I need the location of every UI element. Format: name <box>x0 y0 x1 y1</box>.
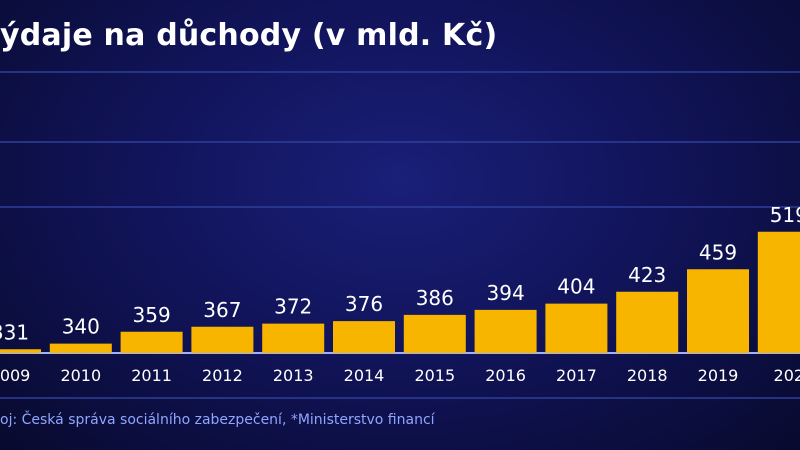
chart-title: ýdaje na důchody (v mld. Kč) <box>0 18 498 53</box>
value-label: 367 <box>203 298 241 322</box>
value-label: 372 <box>274 295 312 319</box>
bar-2017 <box>545 303 608 353</box>
x-tick-label: 2014 <box>344 366 385 385</box>
x-tick-label: 2017 <box>556 366 597 385</box>
value-label: 359 <box>133 303 171 327</box>
value-label: 394 <box>487 281 525 305</box>
bar-2015 <box>403 314 466 353</box>
bar-2018 <box>616 291 679 353</box>
value-label: 331 <box>0 320 29 344</box>
bar-2019 <box>687 269 749 353</box>
x-tick-label: 2012 <box>202 366 243 385</box>
bar-2011 <box>120 331 183 353</box>
x-tick-label: 2011 <box>131 366 172 385</box>
x-tick-label: 2016 <box>485 366 526 385</box>
bar-2014 <box>333 321 395 353</box>
value-label: 340 <box>62 315 100 339</box>
value-label: 386 <box>416 286 454 310</box>
value-label: 423 <box>628 263 666 287</box>
x-tick-label: 2018 <box>627 366 668 385</box>
x-tick-label: 2009 <box>0 366 30 385</box>
value-label: 404 <box>557 275 595 299</box>
x-tick-label: 2010 <box>60 366 101 385</box>
value-label: 519 <box>770 203 800 227</box>
bar-202 <box>757 231 800 353</box>
value-label: 376 <box>345 292 383 316</box>
value-label: 459 <box>699 240 737 264</box>
bar-2010 <box>49 343 112 353</box>
x-tick-label: 2019 <box>698 366 739 385</box>
x-tick-label: 2013 <box>273 366 314 385</box>
bar-2009 <box>0 349 41 353</box>
bar-2013 <box>262 323 325 353</box>
x-tick-label: 2015 <box>414 366 455 385</box>
bar-2012 <box>191 326 254 353</box>
x-tick-label: 202 <box>774 366 800 385</box>
source-note: oj: Česká správa sociálního zabezpečení,… <box>0 412 435 428</box>
bar-2016 <box>474 309 537 353</box>
